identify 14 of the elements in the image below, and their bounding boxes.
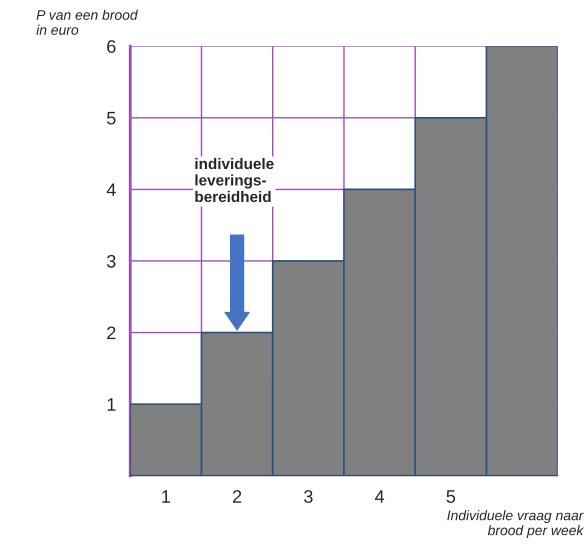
y-tick-label: 6 [107, 40, 116, 53]
y-axis-title: P van een brood in euro [36, 10, 138, 35]
x-tick-label: 5 [446, 490, 456, 503]
x-tick-label: 4 [374, 490, 384, 503]
x-axis-title: Individuele vraag naar brood per week [447, 510, 584, 538]
y-tick-label: 1 [108, 398, 116, 411]
x-tick-label: 2 [232, 490, 242, 503]
y-tick-label: 4 [106, 184, 116, 196]
annotation: individuele leverings- bereidheid [195, 158, 274, 202]
y-tick-label: 3 [106, 254, 116, 268]
x-tick-label: 1 [162, 490, 170, 503]
y-tick-label: 5 [107, 112, 116, 125]
y-tick-label: 2 [107, 326, 116, 340]
x-tick-label: 3 [304, 490, 313, 503]
